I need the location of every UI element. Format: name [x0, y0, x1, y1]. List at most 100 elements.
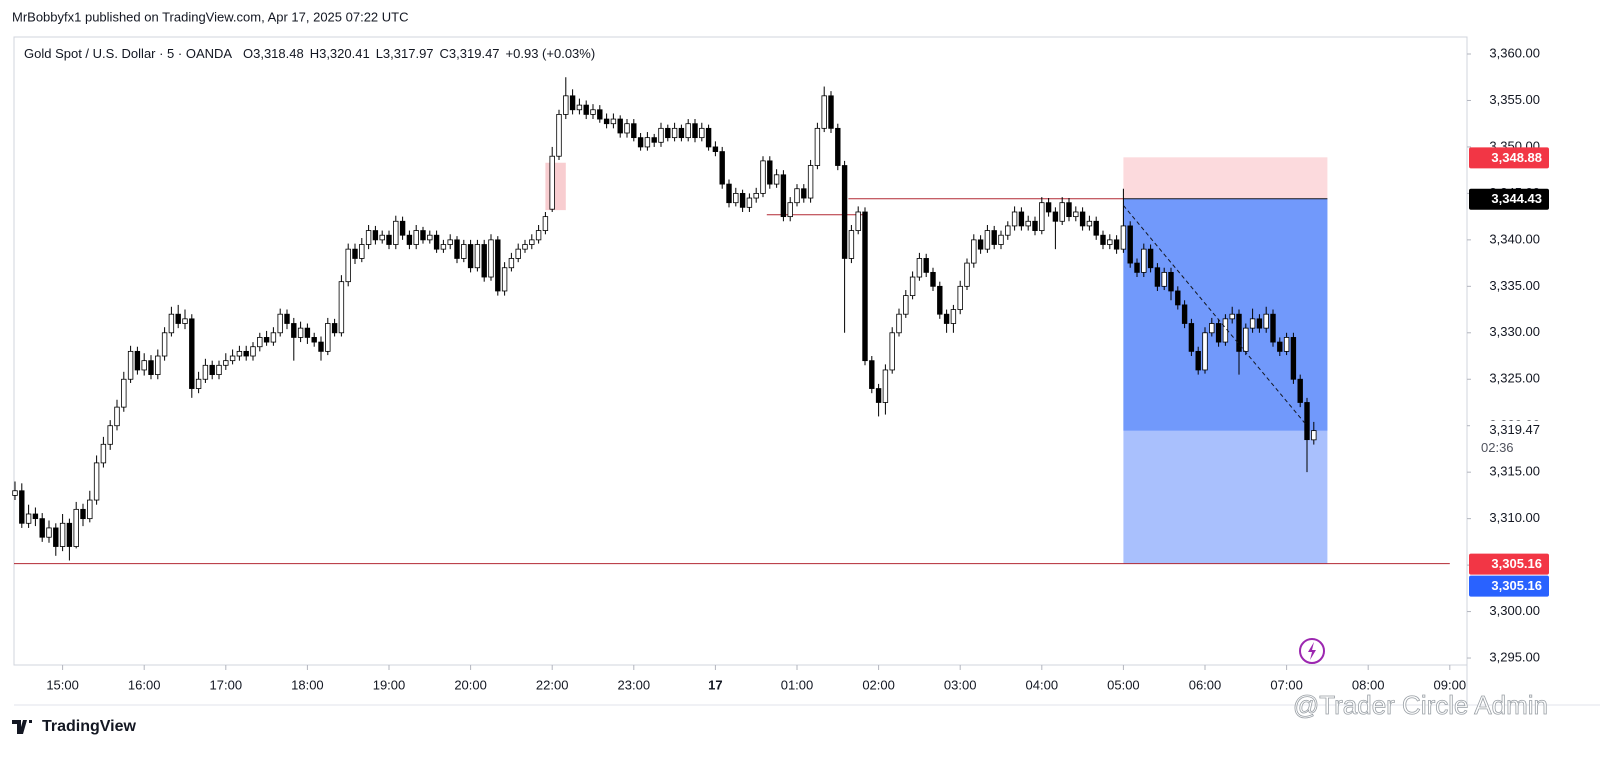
- countdown: 02:36: [1481, 440, 1514, 455]
- candle-body: [32, 513, 39, 520]
- candle-body: [576, 104, 583, 111]
- candle-body: [882, 369, 889, 403]
- candle-body: [556, 114, 562, 157]
- candle-body: [1229, 313, 1235, 320]
- candle-body: [597, 109, 603, 120]
- candle-body: [209, 364, 215, 376]
- y-tick-label: 3,310.00: [1489, 510, 1540, 525]
- x-tick-label: 05:00: [1107, 677, 1140, 692]
- price-tag: [1469, 575, 1549, 597]
- candle-body: [1202, 332, 1208, 371]
- candle-body: [835, 127, 841, 166]
- candle-body: [651, 137, 657, 143]
- candle-body: [501, 267, 508, 292]
- candle-body: [338, 281, 345, 334]
- candle-body: [243, 350, 249, 357]
- candle-body: [372, 230, 379, 241]
- candle-body: [73, 508, 79, 547]
- y-tick-label: 3,300.00: [1489, 603, 1540, 618]
- y-tick-label: 3,360.00: [1489, 45, 1540, 60]
- candle-body: [542, 216, 549, 231]
- x-tick-label: 19:00: [373, 677, 406, 692]
- candle-body: [1127, 225, 1133, 264]
- logo-mark: [12, 720, 32, 734]
- candle-body: [359, 244, 365, 259]
- candle-body: [420, 230, 426, 241]
- candle-body: [1215, 323, 1222, 343]
- x-tick-label: 02:00: [862, 677, 895, 692]
- candle-body: [821, 95, 827, 129]
- candle-body: [100, 443, 107, 464]
- candle-body: [481, 244, 487, 278]
- candle-body: [87, 499, 93, 520]
- x-tick-label: 09:00: [1434, 677, 1467, 692]
- candle-body: [1025, 220, 1031, 227]
- x-tick-label: 08:00: [1352, 677, 1385, 692]
- x-tick-label: 01:00: [781, 677, 814, 692]
- candle-body: [1086, 220, 1093, 227]
- candle-body: [386, 234, 392, 245]
- candle-body: [508, 258, 515, 269]
- candle-body: [399, 220, 406, 236]
- candle-body: [127, 350, 134, 380]
- candle-body: [257, 337, 263, 348]
- candle-body: [1195, 350, 1201, 371]
- candle-body: [1168, 271, 1174, 292]
- last-price-bg: [1470, 420, 1548, 455]
- candle-body: [943, 313, 950, 324]
- candle-body: [937, 285, 943, 315]
- candle-body: [161, 332, 168, 357]
- legend-value: O3,318.48: [243, 46, 304, 61]
- candle-body: [522, 244, 528, 250]
- candle-body: [1018, 211, 1025, 227]
- candle-body: [773, 174, 780, 185]
- candle-body: [712, 146, 719, 152]
- candle-body: [236, 350, 243, 357]
- candle-body: [848, 230, 855, 259]
- candle-body: [263, 337, 270, 343]
- candle-body: [433, 234, 440, 250]
- candle-body: [250, 346, 256, 357]
- candle-body: [801, 188, 807, 199]
- candle-body: [474, 244, 481, 269]
- candle-body: [726, 183, 732, 204]
- candle-body: [345, 248, 351, 283]
- candle-body: [923, 258, 929, 273]
- candle-body: [869, 360, 875, 389]
- candle-body: [202, 364, 209, 380]
- x-tick-label: 15:00: [46, 677, 79, 692]
- x-tick-label: 22:00: [536, 677, 569, 692]
- candle-body: [134, 350, 141, 371]
- candle-body: [1107, 239, 1113, 245]
- candle-body: [903, 295, 909, 315]
- x-tick-label: 18:00: [291, 677, 324, 692]
- candle-body: [270, 332, 277, 343]
- candle-body: [189, 318, 195, 389]
- candle-body: [1052, 211, 1059, 222]
- candle-body: [563, 95, 569, 115]
- candle-body: [909, 276, 916, 297]
- candle-body: [1209, 323, 1215, 334]
- candle-body: [617, 118, 623, 134]
- candle-body: [590, 109, 596, 115]
- candle-body: [787, 202, 793, 218]
- candle-body: [46, 527, 52, 538]
- tradingview-logo: TradingView: [12, 718, 137, 735]
- candle-body: [467, 244, 474, 269]
- candle-body: [1011, 211, 1018, 227]
- candle-body: [495, 239, 501, 292]
- candle-body: [637, 137, 644, 148]
- candle-body: [59, 522, 66, 547]
- candle-body: [984, 230, 991, 250]
- candle-body: [1188, 323, 1195, 352]
- candle-body: [284, 313, 290, 324]
- candle-body: [875, 388, 882, 403]
- candle-body: [794, 188, 800, 204]
- y-tick-label: 3,335.00: [1489, 278, 1540, 293]
- legend-value: C3,319.47: [440, 46, 500, 61]
- stop-zone: [1123, 157, 1328, 199]
- candle-body: [121, 378, 127, 408]
- price-tag-label: 3,305.16: [1491, 578, 1542, 593]
- candle-body: [66, 522, 73, 547]
